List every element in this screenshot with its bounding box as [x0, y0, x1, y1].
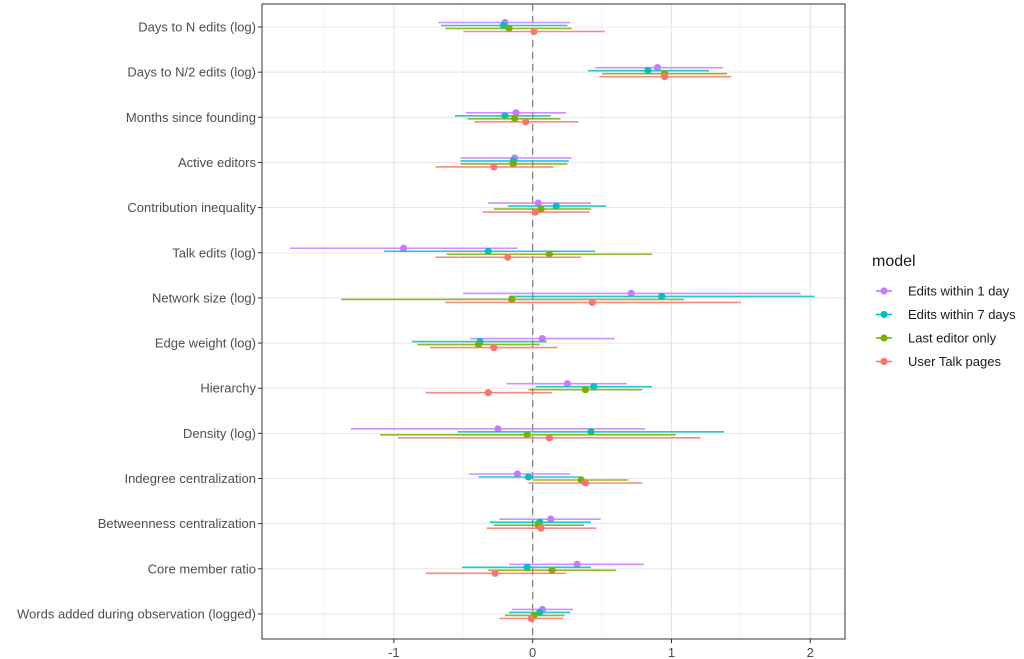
legend-label: Last editor only: [908, 331, 997, 346]
point-estimate: [563, 380, 571, 388]
y-tick-label: Active editors: [178, 155, 257, 170]
point-estimate: [522, 118, 530, 126]
point-estimate: [658, 292, 666, 300]
legend: model Edits within 1 day Edits within 7 d…: [872, 253, 1016, 369]
series-user-talk-pages: [398, 27, 741, 623]
y-tick-label: Density (log): [183, 426, 256, 441]
series-edits-within-1-day: [289, 18, 801, 614]
y-tick-label: Talk edits (log): [172, 245, 256, 260]
point-estimate: [524, 473, 533, 481]
series-edits-within-7-days: [384, 21, 815, 617]
legend-title: model: [872, 253, 916, 270]
series-last-editor-only: [341, 24, 728, 620]
y-tick-label: Betweenness centralization: [98, 516, 256, 531]
legend-item: Edits within 7 days: [876, 307, 1016, 322]
legend-key-point: [880, 357, 888, 366]
point-estimate: [548, 566, 556, 574]
point-estimate: [511, 115, 519, 123]
y-tick-label: Contribution inequality: [127, 200, 256, 215]
point-estimate: [504, 253, 512, 261]
point-estimate: [573, 560, 581, 568]
point-estimate: [491, 569, 499, 577]
point-estimate: [660, 73, 669, 81]
point-estimate: [534, 199, 542, 207]
point-estimate: [527, 614, 535, 623]
point-estimate: [531, 208, 540, 216]
point-estimate: [654, 64, 662, 72]
legend-key-point: [880, 287, 888, 295]
point-estimate: [490, 343, 498, 352]
point-estimate: [537, 205, 545, 213]
y-tick-label: Words added during observation (logged): [17, 606, 256, 621]
legend-items: Edits within 1 day Edits within 7 days Las…: [876, 284, 1016, 369]
x-axis: -1 0 1 2: [388, 639, 814, 659]
legend-key-point: [880, 310, 888, 319]
point-estimate: [484, 247, 492, 255]
point-estimate: [545, 250, 553, 258]
point-estimate: [588, 298, 596, 306]
point-estimate: [484, 389, 492, 397]
point-estimate: [644, 67, 652, 75]
plot-panel-border: [261, 3, 846, 640]
point-estimate: [536, 608, 544, 617]
point-estimate: [538, 334, 546, 343]
point-estimate: [505, 24, 513, 33]
y-axis: Days to N edits (log) Days to N/2 edits (…: [17, 20, 262, 621]
x-tick-label: 2: [807, 645, 814, 659]
point-estimate: [530, 27, 538, 36]
point-estimate: [537, 524, 545, 532]
legend-item: Last editor only: [876, 331, 997, 346]
point-estimate: [547, 515, 555, 523]
legend-item: Edits within 1 day: [876, 284, 1010, 299]
y-tick-label: Edge weight (log): [155, 336, 256, 351]
point-estimate: [494, 425, 502, 433]
point-estimate: [581, 386, 590, 394]
point-estimate: [627, 289, 635, 297]
y-tick-label: Days to N edits (log): [138, 20, 256, 35]
legend-label: User Talk pages: [908, 354, 1001, 369]
series-marks: [289, 18, 815, 623]
point-estimate: [490, 163, 498, 171]
legend-key-point: [880, 334, 888, 342]
point-estimate: [545, 434, 553, 442]
grid-lines: [262, 4, 845, 639]
x-tick-label: 0: [529, 645, 536, 659]
point-estimate: [474, 340, 483, 349]
point-estimate: [587, 428, 595, 436]
point-estimate: [509, 160, 517, 168]
y-tick-label: Days to N/2 edits (log): [127, 65, 256, 80]
point-estimate: [590, 383, 598, 391]
point-estimate: [508, 295, 516, 303]
legend-item: User Talk pages: [876, 354, 1001, 369]
y-tick-label: Network size (log): [152, 290, 256, 305]
point-estimate: [499, 21, 508, 30]
legend-label: Edits within 1 day: [908, 284, 1010, 299]
y-tick-label: Indegree centralization: [124, 471, 256, 486]
x-tick-label: 1: [668, 645, 675, 659]
point-estimate: [399, 244, 408, 252]
point-estimate: [501, 112, 509, 120]
point-estimate: [513, 470, 522, 478]
point-estimate: [512, 109, 520, 117]
y-tick-label: Months since founding: [126, 110, 256, 125]
y-tick-label: Hierarchy: [200, 381, 256, 396]
point-estimate: [523, 563, 531, 571]
x-tick-label: -1: [388, 645, 400, 659]
point-estimate: [523, 431, 531, 439]
point-estimate: [581, 479, 590, 487]
point-estimate: [552, 202, 560, 210]
y-tick-label: Core member ratio: [148, 561, 256, 576]
legend-label: Edits within 7 days: [908, 307, 1016, 322]
